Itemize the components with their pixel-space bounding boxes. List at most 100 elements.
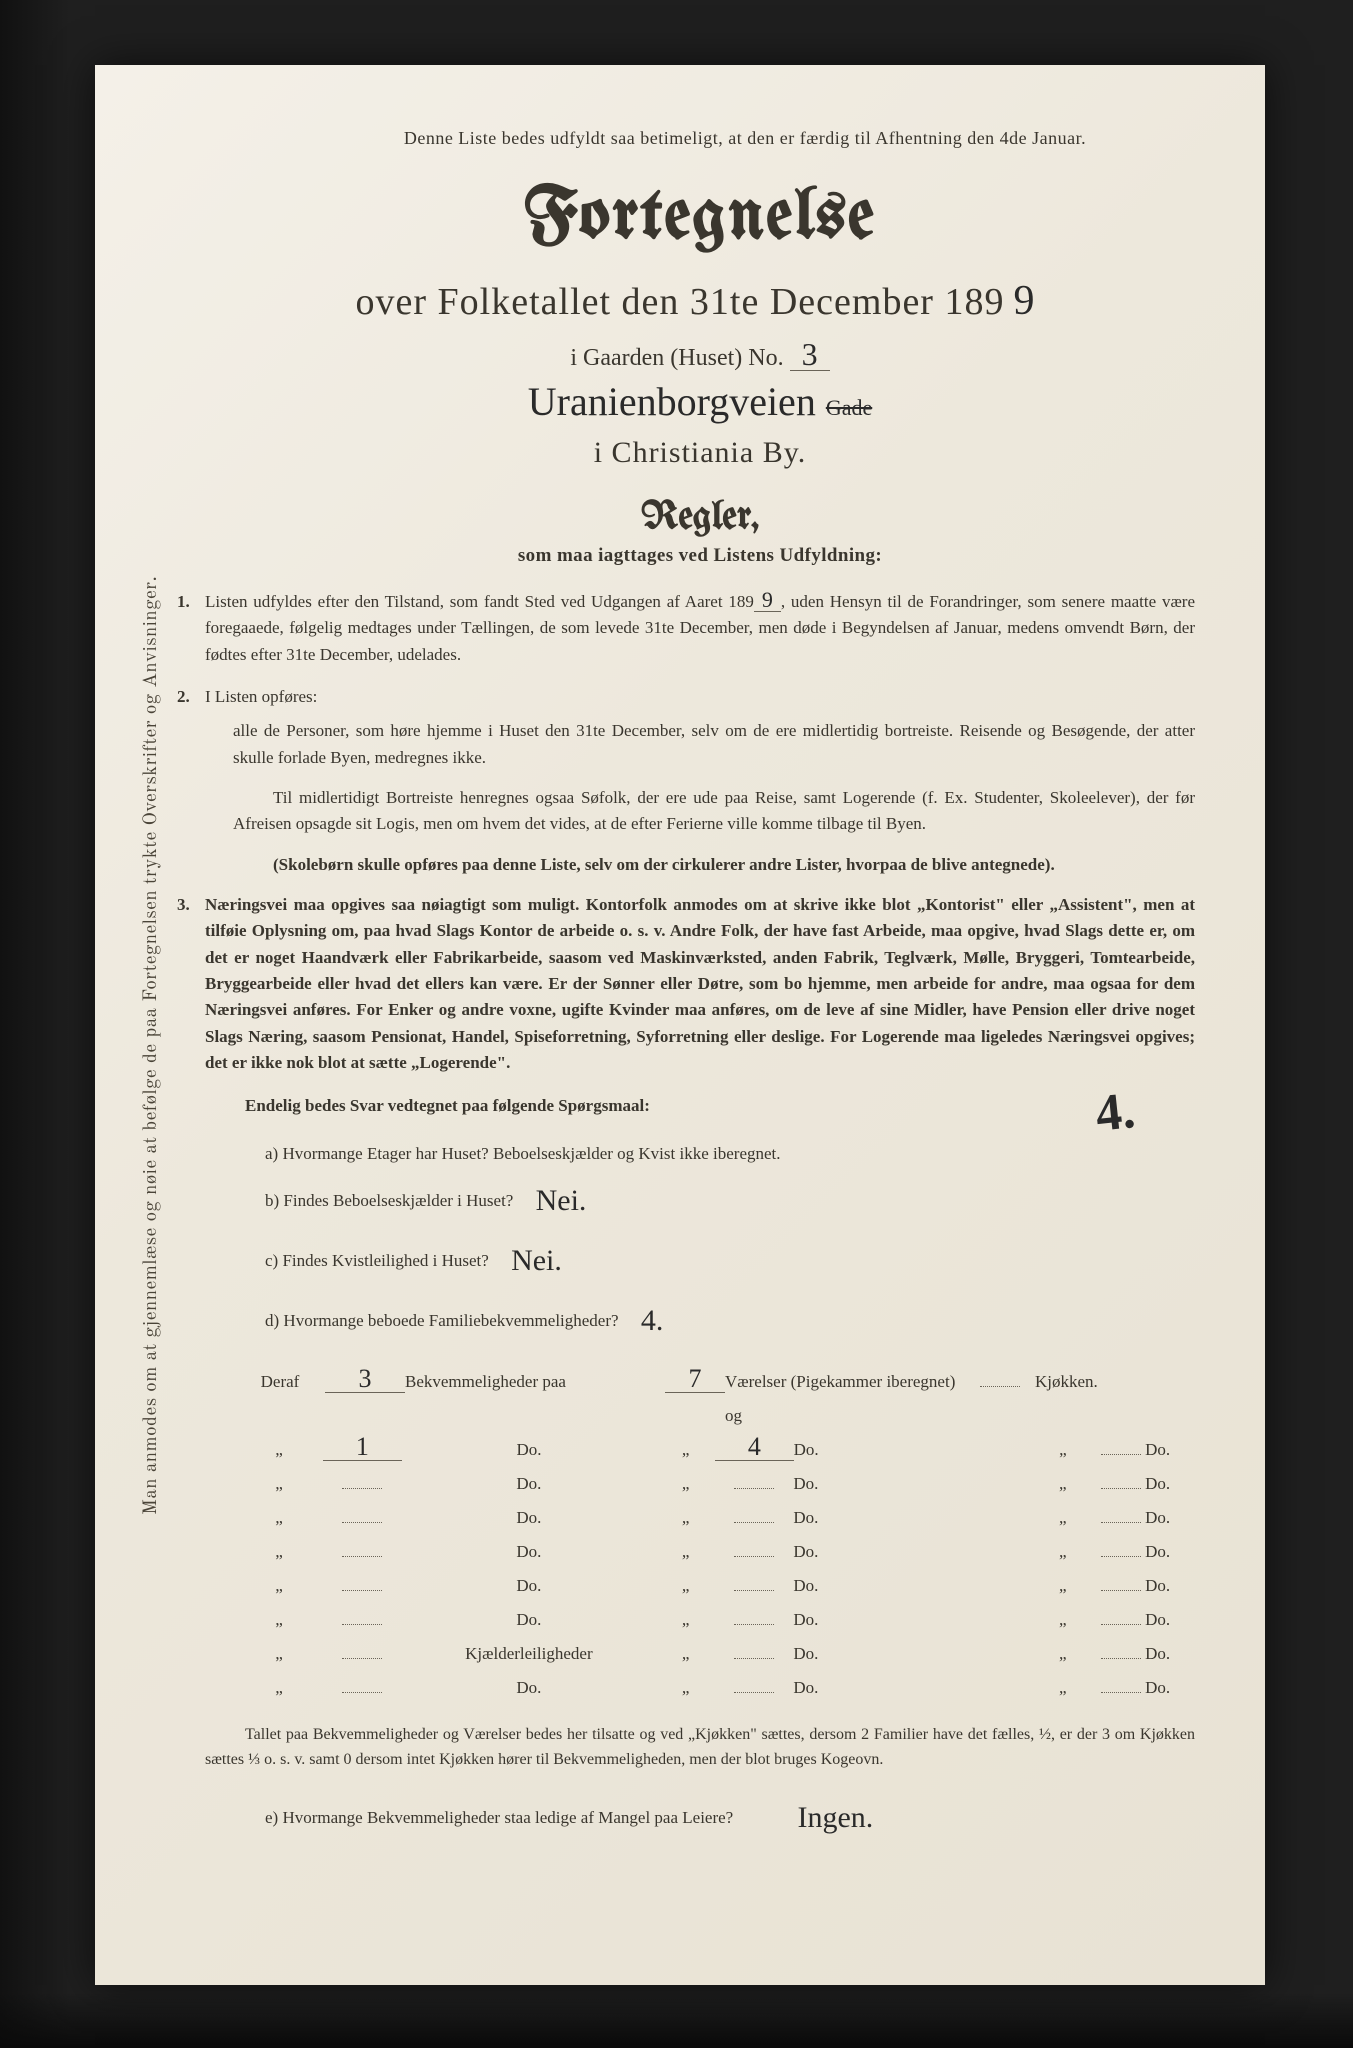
dotline bbox=[342, 1610, 382, 1625]
table-row: „ Do. „ Do. „ Do. bbox=[235, 1603, 1195, 1637]
subtitle-text: over Folketallet den 31te December 189 bbox=[356, 281, 1005, 323]
street-name: Uranienborgveien bbox=[528, 379, 816, 424]
do: Do. bbox=[1145, 1508, 1170, 1527]
year-handwritten: 9 bbox=[1004, 280, 1044, 322]
table-row: „ Do. „ Do. „ Do. bbox=[235, 1467, 1195, 1501]
dotline bbox=[1101, 1440, 1141, 1455]
ditto: „ bbox=[235, 1433, 323, 1467]
do: Do. bbox=[1145, 1678, 1170, 1697]
regler-subheading: som maa iagttages ved Listens Udfyldning… bbox=[205, 545, 1195, 567]
rule-2: 2. I Listen opføres: bbox=[205, 684, 1195, 710]
question-c: c) Findes Kvistleilighed i Huset? Nei. bbox=[265, 1231, 1195, 1291]
table-row-kjald: „ Kjælderleiligheder „ Do. „ Do. bbox=[235, 1637, 1195, 1671]
row-n: 1 bbox=[323, 1434, 402, 1461]
dotline bbox=[734, 1542, 774, 1557]
ditto: „ bbox=[235, 1603, 323, 1637]
dotline bbox=[342, 1508, 382, 1523]
ditto: „ bbox=[656, 1501, 715, 1535]
ditto: „ bbox=[656, 1637, 715, 1671]
city-line: i Christiania By. bbox=[205, 436, 1195, 470]
question-e-text: e) Hvormange Bekvemmeligheder staa ledig… bbox=[265, 1808, 733, 1827]
rule-2a: alle de Personer, som høre hjemme i Huse… bbox=[233, 718, 1195, 771]
do: Do. bbox=[402, 1501, 657, 1535]
ditto: „ bbox=[656, 1671, 715, 1705]
kjald-label: Kjælderleiligheder bbox=[402, 1637, 657, 1671]
street-gade-struck: Gade bbox=[826, 395, 872, 420]
th-deraf: Deraf bbox=[235, 1365, 325, 1399]
rule-number: 1. bbox=[177, 589, 190, 615]
th-label1: Bekvemmeligheder paa bbox=[405, 1365, 665, 1399]
scan-shadow-bottom bbox=[0, 1993, 1353, 2048]
rule-1-year: 9 bbox=[754, 589, 781, 612]
rule-2c: (Skolebørn skulle opføres paa denne List… bbox=[233, 852, 1195, 878]
ditto: „ bbox=[1028, 1535, 1097, 1569]
endelig-text: Endelig bedes Svar vedtegnet paa følgend… bbox=[245, 1096, 650, 1115]
do: Do. bbox=[402, 1569, 657, 1603]
table-footnote: Tallet paa Bekvemmeligheder og Værelser … bbox=[205, 1723, 1195, 1773]
ditto: „ bbox=[656, 1535, 715, 1569]
th-label3: Kjøkken. bbox=[1035, 1365, 1135, 1399]
rule-3: 3. Næringsvei maa opgives saa nøiagtigt … bbox=[205, 892, 1195, 1076]
ditto: „ bbox=[1028, 1603, 1097, 1637]
do: Do. bbox=[793, 1603, 1028, 1637]
do: Do. bbox=[402, 1671, 657, 1705]
question-b: b) Findes Beboelseskjælder i Huset? Nei. bbox=[265, 1171, 1195, 1231]
dotline bbox=[342, 1678, 382, 1693]
do: Do. bbox=[1145, 1610, 1170, 1629]
ditto: „ bbox=[1028, 1671, 1097, 1705]
endelig-line: Endelig bedes Svar vedtegnet paa følgend… bbox=[205, 1093, 1195, 1119]
dotline bbox=[1101, 1576, 1141, 1591]
dotline bbox=[734, 1610, 774, 1625]
question-d-text: d) Hvormange beboede Familiebekvemmeligh… bbox=[265, 1311, 619, 1330]
question-b-text: b) Findes Beboelseskjælder i Huset? bbox=[265, 1191, 513, 1210]
ditto: „ bbox=[235, 1535, 323, 1569]
do: Do. bbox=[793, 1671, 1028, 1705]
do: Do. bbox=[794, 1433, 1029, 1467]
ditto: „ bbox=[1029, 1433, 1098, 1467]
answer-c: Nei. bbox=[511, 1231, 562, 1291]
table-row: „ Do. „ Do. „ Do. bbox=[235, 1569, 1195, 1603]
rule-3-text: Næringsvei maa opgives saa nøiagtigt som… bbox=[205, 895, 1195, 1072]
dotline bbox=[734, 1508, 774, 1523]
dotline bbox=[734, 1678, 774, 1693]
rule-1: 1. Listen udfyldes efter den Tilstand, s… bbox=[205, 589, 1195, 668]
questions-block: a) Hvormange Etager har Huset? Beboelses… bbox=[265, 1137, 1195, 1351]
gaarden-number-handwritten: 3 bbox=[790, 338, 830, 371]
scan-shadow-left bbox=[0, 0, 70, 2048]
subtitle: over Folketallet den 31te December 1899 bbox=[205, 280, 1195, 324]
ditto: „ bbox=[1028, 1501, 1097, 1535]
dotline bbox=[1101, 1474, 1141, 1489]
th-rooms-n: 7 bbox=[665, 1366, 725, 1393]
dotline bbox=[342, 1474, 382, 1489]
ditto: „ bbox=[1028, 1569, 1097, 1603]
dotline bbox=[342, 1644, 382, 1659]
dotline bbox=[734, 1576, 774, 1591]
do: Do. bbox=[402, 1535, 657, 1569]
answer-d: 4. bbox=[641, 1291, 664, 1351]
rule-number: 2. bbox=[177, 684, 190, 710]
ditto: „ bbox=[235, 1501, 323, 1535]
do: Do. bbox=[1145, 1542, 1170, 1561]
do: Do. bbox=[402, 1433, 657, 1467]
do: Do. bbox=[1145, 1644, 1170, 1663]
ditto: „ bbox=[656, 1467, 715, 1501]
do: Do. bbox=[1145, 1576, 1170, 1595]
dotline bbox=[342, 1542, 382, 1557]
question-a: a) Hvormange Etager har Huset? Beboelses… bbox=[265, 1137, 1195, 1171]
table-row: „ Do. „ Do. „ Do. bbox=[235, 1535, 1195, 1569]
table-row: „ 1 Do. „ 4 Do. „ Do. bbox=[235, 1433, 1195, 1467]
ditto: „ bbox=[1028, 1467, 1097, 1501]
gaarden-line: i Gaarden (Huset) No. 3 bbox=[205, 338, 1195, 372]
margin-vertical-text: Man anmodes om at gjennemlæse og nøie at… bbox=[140, 576, 163, 1515]
dotline bbox=[734, 1644, 774, 1659]
rule-2-intro: I Listen opføres: bbox=[205, 687, 317, 706]
do: Do. bbox=[402, 1467, 657, 1501]
question-c-text: c) Findes Kvistleilighed i Huset? bbox=[265, 1251, 489, 1270]
regler-heading: Regler, bbox=[205, 498, 1195, 539]
ditto: „ bbox=[235, 1569, 323, 1603]
do: Do. bbox=[793, 1569, 1028, 1603]
street-handwritten: Uranienborgveien Gade bbox=[205, 378, 1195, 426]
rule-1-text-a: Listen udfyldes efter den Tilstand, som … bbox=[205, 592, 754, 611]
do: Do. bbox=[793, 1467, 1028, 1501]
answer-b: Nei. bbox=[536, 1171, 587, 1231]
